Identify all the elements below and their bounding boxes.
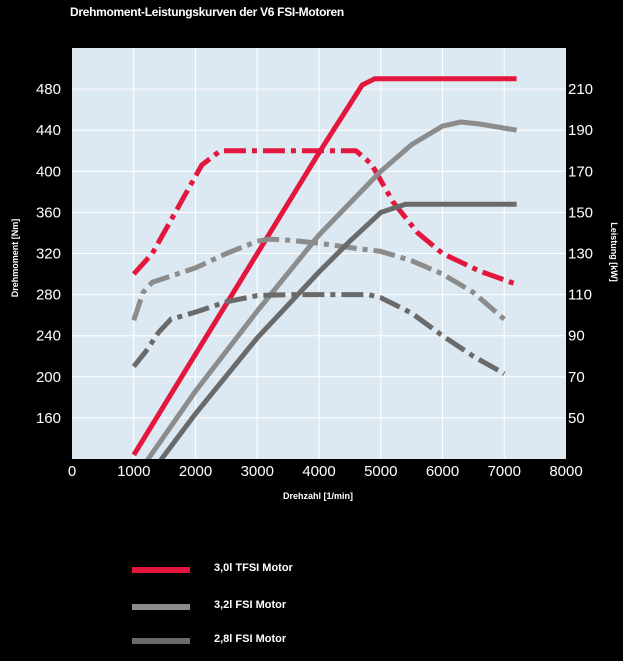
legend-swatch xyxy=(132,567,190,573)
y-right-tick-label: 50 xyxy=(568,410,585,427)
legend-item-3-0-tfsi: 3,0l TFSI Motor xyxy=(130,560,450,580)
y-left-tick-label: 240 xyxy=(36,328,61,345)
right-axis: 50 70 90 110 130 150 170 190 210 xyxy=(568,81,593,427)
series-line-power-0 xyxy=(131,76,517,457)
chart-title: Drehmoment-Leistungskurven der V6 FSI-Mo… xyxy=(70,5,344,19)
y-left-tick-label: 160 xyxy=(36,410,61,427)
y-axis-label-right: Leistung [kW] xyxy=(609,222,619,282)
x-axis-label: Drehzahl [1/min] xyxy=(283,491,353,501)
legend-item-2-8-fsi: 2,8l FSI Motor xyxy=(130,631,450,651)
y-left-tick-label: 360 xyxy=(36,204,61,221)
y-right-tick-label: 150 xyxy=(568,204,593,221)
y-right-tick-label: 90 xyxy=(568,328,585,345)
series-layer xyxy=(131,76,518,459)
y-right-tick-label: 190 xyxy=(568,122,593,139)
y-left-tick-label: 440 xyxy=(36,122,61,139)
x-tick-label: 1000 xyxy=(117,463,150,480)
y-left-tick-label: 200 xyxy=(36,369,61,386)
series-line-torque-5 xyxy=(131,292,506,376)
y-left-tick-label: 320 xyxy=(36,246,61,263)
x-tick-label: 8000 xyxy=(549,463,582,480)
series-line-power-4 xyxy=(158,201,517,459)
x-tick-label: 4000 xyxy=(302,463,335,480)
legend-item-3-2-fsi: 3,2l FSI Motor xyxy=(130,597,450,617)
y-left-tick-label: 400 xyxy=(36,163,61,180)
x-tick-label: 5000 xyxy=(364,463,397,480)
series-line-torque-3 xyxy=(131,236,506,322)
y-right-tick-label: 110 xyxy=(568,287,592,304)
bottom-axis: 0 1000 2000 3000 4000 5000 6000 7000 8000 xyxy=(68,463,583,480)
y-right-tick-label: 170 xyxy=(568,163,593,180)
x-tick-label: 6000 xyxy=(426,463,459,480)
y-left-tick-label: 480 xyxy=(36,81,61,98)
y-right-tick-label: 70 xyxy=(568,369,585,386)
x-tick-label: 2000 xyxy=(179,463,212,480)
series-line-power-2 xyxy=(145,119,518,459)
y-left-tick-label: 280 xyxy=(36,287,61,304)
legend-label: 2,8l FSI Motor xyxy=(214,633,287,645)
x-tick-label: 0 xyxy=(68,463,76,480)
y-right-tick-label: 210 xyxy=(568,81,593,98)
series-line-torque-1 xyxy=(131,148,518,287)
y-right-tick-label: 130 xyxy=(568,246,593,263)
x-tick-label: 3000 xyxy=(241,463,274,480)
legend-label: 3,2l FSI Motor xyxy=(214,599,287,611)
legend-swatch xyxy=(132,604,190,610)
legend-swatch xyxy=(132,638,190,644)
x-tick-label: 7000 xyxy=(488,463,521,480)
y-axis-label-left: Drehmoment [Nm] xyxy=(10,219,20,298)
left-axis: 160 200 240 280 320 360 400 440 480 xyxy=(36,81,61,427)
legend-label: 3,0l TFSI Motor xyxy=(214,562,293,574)
